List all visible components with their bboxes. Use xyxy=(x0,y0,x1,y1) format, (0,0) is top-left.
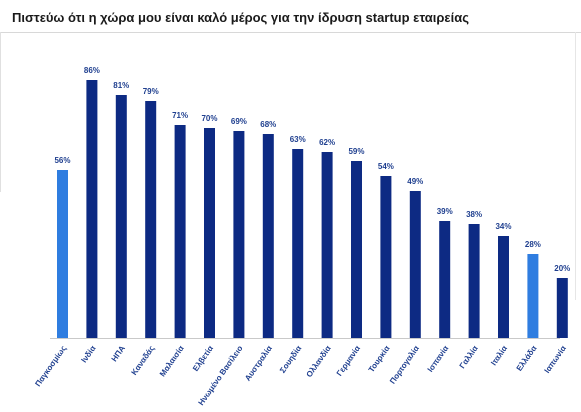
category-labels-group: Παγκοσμίως Ινδία ΗΠΑ Καναδάς Μαλαισία Ελβετία… xyxy=(33,344,568,407)
category-label-14: Ισπανία xyxy=(426,344,451,374)
value-label-6: 70% xyxy=(201,114,217,123)
category-label-13: Πορτογαλία xyxy=(388,344,421,386)
value-label-11: 59% xyxy=(348,147,364,156)
bar-8 xyxy=(262,134,274,338)
value-label-5: 71% xyxy=(172,111,188,120)
value-label-10: 62% xyxy=(319,138,335,147)
bar-16 xyxy=(498,236,509,338)
category-label-1: Παγκοσμίως xyxy=(33,344,68,388)
category-label-6: Ελβετία xyxy=(191,344,215,373)
category-label-15: Γαλλία xyxy=(458,344,480,370)
bar-18 xyxy=(556,278,568,338)
bar-7 xyxy=(233,131,245,338)
bar-14 xyxy=(439,221,451,338)
value-label-15: 38% xyxy=(466,210,482,219)
value-label-18: 20% xyxy=(554,264,570,273)
category-label-18: Ιαπωνία xyxy=(543,344,568,375)
left-divider xyxy=(0,32,1,192)
value-label-7: 69% xyxy=(231,117,247,126)
category-label-16: Ιταλία xyxy=(489,344,509,367)
value-label-8: 68% xyxy=(260,120,276,129)
value-label-1: 56% xyxy=(54,156,70,165)
value-label-2: 86% xyxy=(84,66,100,75)
bar-6 xyxy=(204,128,215,338)
right-divider xyxy=(575,32,576,300)
category-label-12: Τουρκία xyxy=(367,344,392,374)
category-label-10: Ολλανδία xyxy=(304,344,332,379)
value-label-12: 54% xyxy=(378,162,394,171)
category-label-3: ΗΠΑ xyxy=(110,344,127,364)
value-label-4: 79% xyxy=(143,87,159,96)
top-divider xyxy=(0,32,581,33)
category-label-17: Ελλάδα xyxy=(515,344,539,373)
value-label-17: 28% xyxy=(525,240,541,249)
bar-15 xyxy=(468,224,480,338)
category-label-9: Σουηδία xyxy=(278,344,303,375)
bar-5 xyxy=(174,125,186,338)
bar-2 xyxy=(86,80,98,338)
bar-12 xyxy=(380,176,392,338)
bar-13 xyxy=(409,191,421,338)
category-label-5: Μαλαισία xyxy=(158,344,186,378)
bars-group xyxy=(57,80,568,338)
category-label-8: Αυστραλία xyxy=(243,344,274,383)
bar-4 xyxy=(145,101,157,338)
category-label-11: Γερμανία xyxy=(335,344,362,378)
value-label-14: 39% xyxy=(437,207,453,216)
bar-1 xyxy=(57,170,68,338)
bar-17 xyxy=(527,254,539,338)
bar-11 xyxy=(351,161,362,338)
value-labels-group: 56% 86% 81% 79% 71% 70% 69% 68% 63% 62% 59% 54% 49% 3… xyxy=(54,66,570,273)
bar-10 xyxy=(321,152,333,338)
value-label-13: 49% xyxy=(407,177,423,186)
chart-title: Πιστεύω ότι η χώρα μου είναι καλό μέρος … xyxy=(12,10,469,25)
bar-3 xyxy=(115,95,127,338)
value-label-3: 81% xyxy=(113,81,129,90)
value-label-9: 63% xyxy=(290,135,306,144)
category-label-2: Ινδία xyxy=(79,344,97,365)
bar-9 xyxy=(292,149,304,338)
category-label-4: Καναδάς xyxy=(130,344,157,377)
value-label-16: 34% xyxy=(495,222,511,231)
